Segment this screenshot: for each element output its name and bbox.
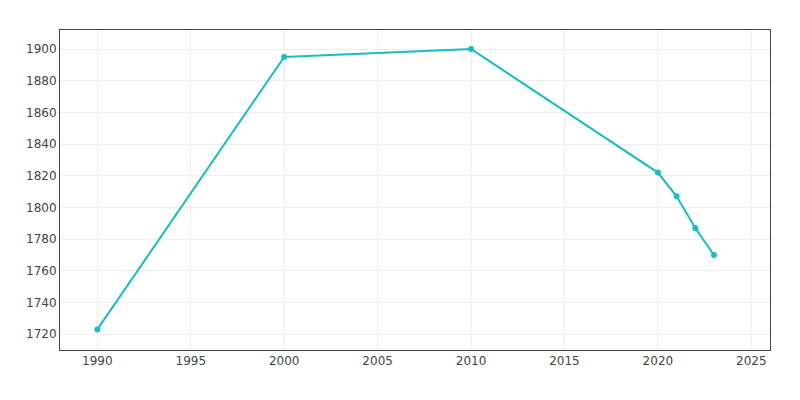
svg-text:1820: 1820 bbox=[26, 169, 57, 183]
svg-text:1740: 1740 bbox=[26, 296, 57, 310]
svg-text:1760: 1760 bbox=[26, 264, 57, 278]
svg-text:2005: 2005 bbox=[362, 354, 393, 368]
svg-text:2000: 2000 bbox=[269, 354, 300, 368]
svg-text:1840: 1840 bbox=[26, 137, 57, 151]
svg-text:1990: 1990 bbox=[82, 354, 113, 368]
svg-text:2015: 2015 bbox=[549, 354, 580, 368]
svg-text:1995: 1995 bbox=[176, 354, 207, 368]
svg-text:2010: 2010 bbox=[456, 354, 487, 368]
svg-text:2025: 2025 bbox=[736, 354, 767, 368]
svg-text:2020: 2020 bbox=[643, 354, 674, 368]
svg-text:1860: 1860 bbox=[26, 106, 57, 120]
svg-text:1720: 1720 bbox=[26, 327, 57, 341]
svg-text:1780: 1780 bbox=[26, 232, 57, 246]
svg-text:1900: 1900 bbox=[26, 42, 57, 56]
svg-text:1800: 1800 bbox=[26, 201, 57, 215]
svg-text:1880: 1880 bbox=[26, 74, 57, 88]
